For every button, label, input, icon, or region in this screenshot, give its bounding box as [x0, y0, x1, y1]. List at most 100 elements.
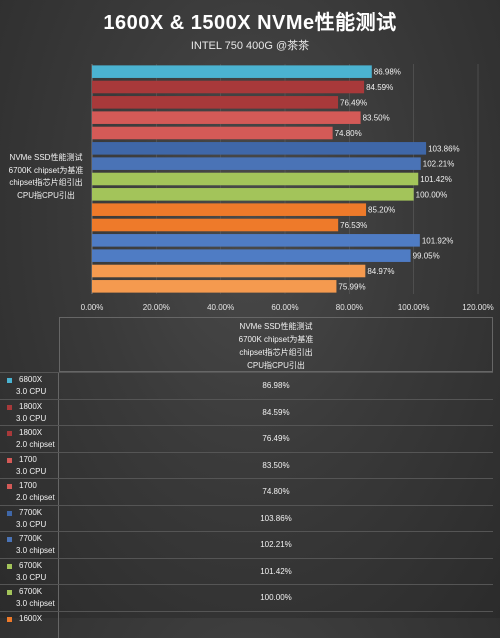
data-label: 85.20% [368, 206, 395, 215]
data-label: 103.86% [428, 144, 460, 153]
row-label-line1: 1700 [19, 481, 37, 490]
row-label: 6700K 3.0 CPU [0, 558, 59, 585]
chart-subtitle: INTEL 750 400G @茶茶 [190, 40, 310, 52]
table-row: 1700 2.0 chipset 74.80% [0, 478, 493, 505]
row-label-line1: 6700K [19, 587, 43, 596]
row-value: 100.00% [260, 593, 292, 602]
legend-swatch [7, 457, 12, 463]
x-tick-label: 0.00% [81, 303, 104, 312]
legend-swatch [7, 616, 12, 622]
row-label-line1: 1700 [19, 454, 37, 464]
row-label-line1: 1800X [19, 401, 43, 411]
x-tick-label: 20.00% [143, 303, 170, 312]
bar-chart: 0.00% 20.00% 40.00% 60.00% 80.00% 100.00% 120.… [81, 64, 494, 312]
category-label-line: CPU指CPU引出 [17, 190, 75, 200]
bar [92, 280, 337, 293]
row-label-line2: 2.0 chipset [16, 440, 55, 449]
row-label: 6800X 3.0 CPU [0, 373, 59, 399]
table-header-line: 6700K chipset为基准 [238, 335, 314, 344]
legend-swatch [7, 484, 12, 489]
bar [92, 65, 372, 78]
row-label: 7700K 3.0 CPU [0, 505, 59, 532]
row-value: 83.50% [262, 460, 290, 470]
table-header: NVMe SSD性能测试 6700K chipset为基准 chipset指芯片… [59, 317, 493, 372]
data-label: 76.53% [340, 221, 367, 230]
row-label-line1: 7700K [19, 507, 43, 517]
row-value: 74.80% [262, 487, 290, 496]
row-label: 1800X 2.0 chipset [0, 426, 59, 452]
row-label-line1: 1600X [19, 613, 43, 623]
row-label: 1700 2.0 chipset [0, 479, 59, 505]
data-label: 101.42% [420, 175, 452, 184]
legend-swatch [7, 537, 12, 542]
row-value: 103.86% [260, 513, 292, 523]
row-label-line2: 3.0 CPU [16, 572, 47, 582]
bar [92, 157, 421, 170]
data-label: 101.92% [422, 236, 454, 245]
row-label: 7700K 3.0 chipset [0, 532, 59, 558]
row-label: 1600X [0, 611, 59, 638]
legend-swatch [7, 563, 12, 569]
row-value: 102.21% [260, 540, 292, 549]
chart-title: 1600X & 1500X NVMe性能测试 [103, 12, 397, 34]
x-tick-label: 100.00% [398, 303, 430, 312]
data-label: 83.50% [363, 114, 390, 123]
legend-swatch [7, 431, 12, 436]
table-row: 6700K 3.0 CPU 101.42% [0, 557, 493, 585]
category-label-line: 6700K chipset为基准 [8, 165, 84, 175]
bar [92, 80, 365, 94]
row-label-line2: 3.0 CPU [16, 519, 47, 529]
bar [92, 249, 411, 262]
data-label: 75.99% [338, 282, 365, 291]
table-header-line: NVMe SSD性能测试 [239, 322, 313, 331]
category-label-line: NVMe SSD性能测试 [9, 153, 83, 162]
row-label-line1: 1800X [19, 428, 43, 437]
data-table: NVMe SSD性能测试 6700K chipset为基准 chipset指芯片… [0, 317, 500, 638]
x-tick-label: 120.00% [462, 303, 494, 312]
bar [92, 172, 419, 186]
x-tick-label: 60.00% [271, 303, 298, 312]
data-label: 84.59% [366, 83, 393, 92]
legend-swatch [7, 510, 12, 516]
row-label: 6700K 3.0 chipset [0, 585, 59, 611]
bar [92, 142, 427, 155]
data-label: 86.98% [374, 68, 401, 77]
bar [92, 111, 361, 124]
bar [92, 203, 367, 216]
table-header-line: CPU指CPU引出 [247, 361, 305, 370]
row-label: 1800X 3.0 CPU [0, 399, 59, 426]
row-label-line1: 7700K [19, 534, 43, 543]
table-row: 7700K 3.0 CPU 103.86% [0, 504, 493, 532]
bar [92, 188, 414, 201]
legend-swatch [7, 590, 12, 595]
row-label-line1: 6800X [19, 375, 43, 384]
table-row: 1800X 3.0 CPU 84.59% [0, 398, 493, 426]
table-row: 7700K 3.0 chipset 102.21% [0, 531, 493, 558]
category-label: NVMe SSD性能测试 6700K chipset为基准 chipset指芯片… [0, 152, 92, 202]
table-row: 6800X 3.0 CPU 86.98% [0, 372, 493, 399]
data-label: 76.49% [340, 98, 367, 107]
table-row: 6700K 3.0 chipset 100.00% [0, 584, 493, 611]
row-label-line2: 3.0 CPU [16, 413, 47, 423]
row-label-line2: 3.0 CPU [16, 466, 47, 476]
row-label-line2: 3.0 chipset [16, 599, 55, 608]
bar [92, 234, 420, 247]
data-label: 99.05% [413, 252, 440, 261]
bar [92, 96, 339, 109]
row-label: 1700 3.0 CPU [0, 452, 59, 479]
x-tick-label: 80.00% [336, 303, 363, 312]
row-value: 84.59% [262, 407, 290, 417]
category-label-line: chipset指芯片组引出 [9, 178, 83, 187]
table-header-line: chipset指芯片组引出 [239, 348, 313, 357]
row-label-line2: 2.0 chipset [16, 493, 55, 502]
row-value [59, 612, 493, 638]
table-row: 1800X 2.0 chipset 76.49% [0, 425, 493, 452]
legend-swatch [7, 378, 12, 383]
data-label: 74.80% [335, 129, 362, 138]
data-label: 102.21% [423, 160, 455, 169]
data-label: 84.97% [367, 267, 394, 276]
bar [92, 264, 366, 278]
table-row: 1700 3.0 CPU 83.50% [0, 451, 493, 479]
bar [92, 218, 339, 232]
x-tick-label: 40.00% [207, 303, 234, 312]
